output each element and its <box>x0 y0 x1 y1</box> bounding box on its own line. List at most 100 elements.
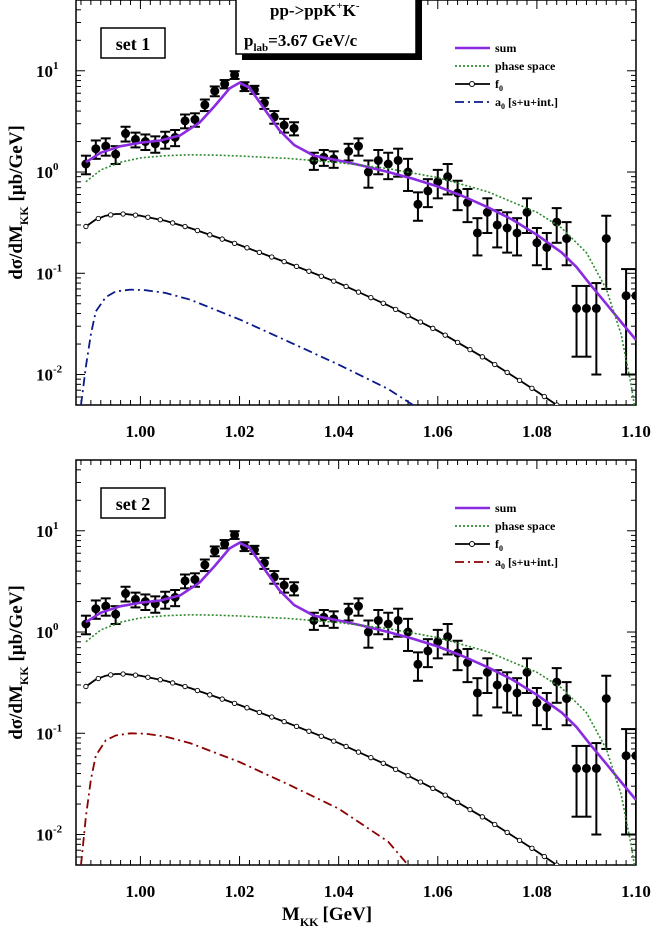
f0-marker <box>417 779 424 785</box>
f0-marker <box>306 728 312 734</box>
data-point <box>309 155 319 165</box>
series-a0-set1 <box>80 288 414 405</box>
y-tick-label: 10-1 <box>36 722 62 743</box>
data-point <box>353 601 363 611</box>
data-point <box>200 100 210 110</box>
data-point <box>111 149 121 159</box>
f0-marker <box>95 215 101 222</box>
series-sum <box>85 541 636 801</box>
series-sum <box>85 81 636 341</box>
data-point <box>383 619 393 629</box>
f0-marker <box>219 236 225 242</box>
data-point <box>502 683 512 693</box>
f0-marker <box>430 785 436 791</box>
y-tick-label: 10-2 <box>36 364 63 385</box>
data-point <box>220 539 230 549</box>
f0-marker <box>467 346 473 353</box>
data-point <box>289 123 299 133</box>
f0-marker <box>479 354 486 360</box>
data-point <box>621 751 631 761</box>
data-point <box>522 207 532 217</box>
f0-marker <box>504 829 510 836</box>
series-phase-space <box>85 154 636 405</box>
f0-marker <box>529 385 535 391</box>
data-point <box>522 667 532 677</box>
f0-marker <box>541 853 547 860</box>
f0-marker <box>231 700 238 706</box>
data-point <box>289 583 299 593</box>
panel-title-text: set 2 <box>116 494 151 514</box>
f0-marker <box>343 283 349 290</box>
y-tick-label: 10-1 <box>36 262 62 283</box>
f0-marker <box>318 273 324 279</box>
data-point <box>220 79 230 89</box>
data-point <box>130 594 140 604</box>
y-tick-label: 10-2 <box>36 824 63 845</box>
y-tick-label: 100 <box>36 621 59 642</box>
data-point <box>91 604 101 614</box>
data-point <box>210 546 220 556</box>
data-point <box>552 677 562 687</box>
data-point <box>482 667 492 677</box>
x-tick-label: 1.10 <box>621 882 651 901</box>
f0-marker <box>392 766 399 772</box>
data-point <box>111 609 121 619</box>
f0-marker <box>516 837 523 844</box>
reaction-line-2: plab=3.67 GeV/c <box>244 31 358 54</box>
f0-marker <box>269 714 275 720</box>
f0-marker <box>454 799 461 806</box>
data-point <box>482 207 492 217</box>
f0-marker <box>504 369 510 376</box>
data-point <box>413 659 423 669</box>
f0-marker <box>281 258 287 265</box>
data-point <box>542 702 552 712</box>
f0-marker <box>516 377 523 384</box>
f0-marker <box>281 718 287 725</box>
data-point <box>581 763 591 773</box>
f0-marker <box>368 295 374 301</box>
x-axis-label: MKK [GeV] <box>282 904 372 929</box>
data-point <box>344 606 354 616</box>
data-point <box>492 680 502 690</box>
f0-marker <box>108 672 114 678</box>
legend-label: a0 [s+u+int.] <box>495 95 558 111</box>
series-f0 <box>85 673 558 865</box>
data-point <box>472 228 482 238</box>
f0-marker <box>256 249 263 256</box>
f0-marker <box>231 240 238 246</box>
f0-marker <box>182 223 188 230</box>
panel-set-2: 1.00 1.02 1.04 1.06 1.08 1.10 101 100 10-1 10-2 dσ… <box>6 459 651 901</box>
x-tick-label: 1.08 <box>522 422 552 441</box>
f0-marker <box>442 792 448 798</box>
data-point <box>591 763 601 773</box>
data-point <box>121 589 131 599</box>
series-f0 <box>85 213 558 405</box>
legend-label: phase space <box>495 59 556 73</box>
data-point <box>601 694 611 704</box>
f0-marker <box>145 214 151 220</box>
f0-marker <box>95 675 101 682</box>
f0-marker <box>194 227 201 234</box>
legend-label: a0 [s+u+int.] <box>495 555 558 571</box>
data-point <box>532 238 542 248</box>
f0-marker <box>417 319 424 325</box>
data-point <box>581 303 591 313</box>
f0-marker <box>343 743 349 750</box>
data-point <box>443 172 453 182</box>
y-axis-label: dσ/dMKK[μb/GeV] <box>6 585 31 740</box>
y-tick-label: 101 <box>36 60 59 81</box>
data-point <box>363 627 373 637</box>
f0-marker <box>207 232 213 238</box>
data-point <box>190 575 200 585</box>
f0-marker <box>169 220 176 226</box>
x-tick-label: 1.00 <box>126 882 156 901</box>
data-point <box>562 694 572 704</box>
data-point <box>190 115 200 125</box>
reaction-label-box: pp->ppK+K- plab=3.67 GeV/c <box>235 0 422 60</box>
f0-marker <box>120 211 126 217</box>
y-tick-label: 100 <box>36 161 59 182</box>
f0-marker <box>145 674 151 680</box>
x-tick-label: 1.06 <box>423 882 453 901</box>
f0-marker <box>293 263 300 270</box>
